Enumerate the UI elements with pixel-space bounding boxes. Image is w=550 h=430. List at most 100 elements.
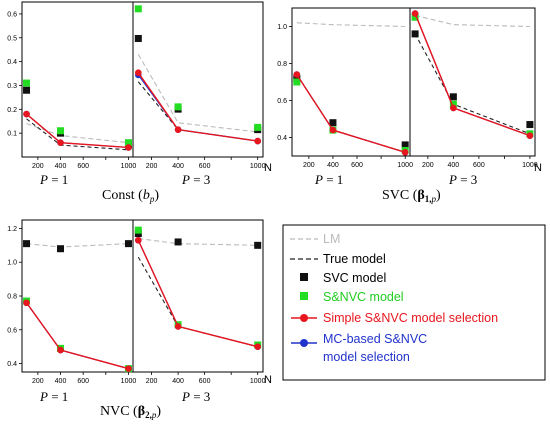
x-tick-label: 200 [32,378,44,385]
series-simple-s-nvc-model-selection [23,110,132,151]
data-point [526,132,534,139]
legend-mc-label-1: MC-based S&NVC [323,332,427,346]
data-point [401,141,409,149]
legend-true-label: True model [323,252,386,266]
p-label: P = 1 [39,172,68,187]
caption-svc-subp: p [431,194,437,204]
p-label-symbol: P [314,172,323,187]
series-line [414,13,531,137]
x-tick-label: 400 [172,378,184,385]
y-tick-label: 0.1 [7,131,17,138]
legend-lm-label: LM [323,232,340,246]
p-label-symbol: P [39,389,48,404]
legend-frame [282,224,546,381]
p-label-value: = 3 [190,172,210,187]
series-line [26,243,129,248]
panel-5: 200 400 600 1000 0.4 0.6 0.8 1.0 1.2 P = 1 [7,219,137,404]
data-point [23,86,31,94]
data-point [174,323,182,330]
series-s-nvc-model [293,78,409,154]
x-tick-label: 400 [55,163,67,170]
x-tick-label: 600 [77,163,89,170]
series-simple-s-nvc-model-selection [135,69,261,145]
series-line [414,13,531,137]
series-mc-based-s-nvc-model-selection [23,110,132,151]
panel-6: 200 400 600 1000 P = 3 [132,219,266,404]
panel-frame [21,1,134,158]
series-mc-based-s-nvc-model-selection [411,10,534,139]
data-point [293,71,301,78]
series-line [25,302,129,370]
series-simple-s-nvc-model-selection [293,71,409,156]
x-tick-label: 600 [351,162,363,169]
panel-frame [409,7,536,157]
y-tick-label: 0.6 [277,98,287,105]
p-label: P = 3 [181,389,210,404]
caption-const: Const (bp) [102,188,159,204]
data-point [125,365,132,372]
series-svc-model [134,34,262,134]
series-simple-s-nvc-model-selection [135,236,261,350]
series-true-model [26,302,129,370]
data-point [134,34,142,42]
x-tick-label: 200 [303,162,315,169]
data-point [401,149,409,156]
series-lm [26,243,129,248]
series-true-model [296,74,406,153]
data-point [124,139,132,147]
x-tick-label: 200 [422,162,434,169]
data-point [411,10,419,17]
series-svc-model [411,30,534,129]
series-line [138,238,258,246]
caption-nvc-close: ) [156,404,161,419]
series-line [414,33,531,135]
series-line [137,239,258,348]
data-point [174,238,182,246]
series-lm [414,14,530,28]
y-tick-label: 0.4 [7,59,17,66]
caption-const-main: Const ( [102,188,143,203]
p-label: P = 3 [448,172,477,187]
series-true-model [414,33,531,135]
data-point [449,93,457,101]
series-line [26,113,129,149]
series-line [414,14,530,28]
series-s-nvc-model [411,13,534,138]
caption-svc-symbol: β [417,188,424,203]
series-line [26,302,129,370]
panel-frame [132,1,264,158]
y-tick-label: 0.6 [7,11,17,18]
data-point [329,119,337,127]
panel-1: 200 400 600 1000 0.1 0.2 0.3 0.4 0.5 0.6 P = 1 [7,1,136,187]
series-line [137,72,258,142]
x-tick-label: 400 [448,162,460,169]
y-tick-label: 0.8 [277,61,287,68]
series-lm [296,22,406,28]
series-line [137,54,258,133]
series-line [26,113,129,149]
series-line [26,118,129,151]
series-line [296,22,406,28]
data-point [135,236,142,244]
p-label: P = 1 [314,172,343,187]
x-tick-label: 200 [146,378,158,385]
x-tick-label: 400 [172,163,184,170]
y-tick-label: 1.0 [7,260,17,267]
n-axis-label-bottom: N [264,374,272,386]
data-point [449,100,457,108]
y-tick-label: 0.6 [7,327,17,334]
n-axis-label-top: N [264,162,272,174]
series-mc-based-s-nvc-model-selection [293,71,409,156]
legend-mc-label-2: model selection [323,350,410,364]
x-tick-label: 1000 [121,378,137,385]
data-point [23,110,30,118]
series-lm [138,238,258,246]
series-mc-based-s-nvc-model-selection [135,236,261,350]
p-label-value: = 1 [48,172,68,187]
series-s-nvc-model [134,5,262,131]
data-point [23,299,30,307]
data-point [254,241,262,249]
data-point [411,13,419,21]
data-point [135,69,142,76]
